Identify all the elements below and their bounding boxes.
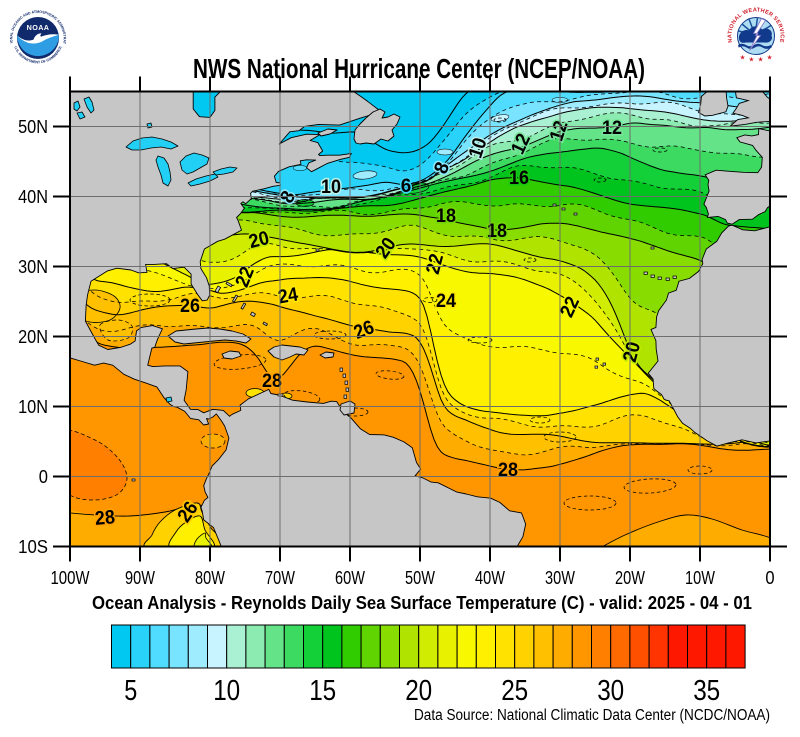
svg-text:30N: 30N — [18, 256, 48, 277]
svg-text:0: 0 — [765, 567, 774, 588]
svg-text:24: 24 — [436, 290, 456, 312]
svg-text:50N: 50N — [18, 116, 48, 137]
svg-text:30: 30 — [597, 675, 624, 707]
svg-text:25: 25 — [501, 675, 528, 707]
svg-text:30W: 30W — [545, 567, 575, 588]
svg-text:★: ★ — [758, 56, 764, 64]
svg-text:35: 35 — [693, 675, 720, 707]
svg-text:40W: 40W — [475, 567, 505, 588]
svg-text:★: ★ — [748, 56, 754, 64]
svg-text:★: ★ — [740, 54, 746, 62]
svg-text:18: 18 — [487, 220, 507, 242]
svg-text:Data Source: National Climatic: Data Source: National Climatic Data Cent… — [414, 707, 770, 724]
svg-text:NOAA: NOAA — [27, 23, 50, 32]
svg-text:0: 0 — [39, 466, 48, 487]
svg-text:15: 15 — [309, 675, 336, 707]
svg-text:70W: 70W — [265, 567, 295, 588]
svg-text:100W: 100W — [50, 567, 90, 588]
svg-text:10: 10 — [213, 675, 240, 707]
svg-text:40N: 40N — [18, 186, 48, 207]
svg-text:28: 28 — [94, 506, 116, 530]
svg-text:10: 10 — [321, 176, 341, 198]
svg-text:80W: 80W — [195, 567, 225, 588]
svg-text:16: 16 — [509, 167, 529, 189]
svg-text:28: 28 — [262, 370, 282, 392]
svg-text:20W: 20W — [615, 567, 645, 588]
svg-text:12: 12 — [602, 117, 622, 139]
svg-text:Ocean Analysis - Reynolds Dail: Ocean Analysis - Reynolds Daily Sea Surf… — [92, 592, 752, 613]
svg-text:10N: 10N — [18, 396, 48, 417]
svg-text:20: 20 — [405, 675, 432, 707]
svg-text:10S: 10S — [18, 536, 48, 557]
svg-text:60W: 60W — [335, 567, 365, 588]
svg-text:90W: 90W — [125, 567, 155, 588]
svg-text:6: 6 — [401, 175, 412, 197]
svg-text:5: 5 — [124, 675, 137, 707]
svg-text:50W: 50W — [405, 567, 435, 588]
svg-text:26: 26 — [180, 295, 200, 317]
svg-text:NWS National Hurricane Center: NWS National Hurricane Center (NCEP/NOAA… — [193, 53, 645, 84]
svg-text:28: 28 — [498, 459, 518, 481]
svg-text:10W: 10W — [685, 567, 715, 588]
svg-text:20N: 20N — [18, 326, 48, 347]
svg-text:★: ★ — [767, 54, 773, 62]
svg-text:18: 18 — [436, 205, 456, 227]
